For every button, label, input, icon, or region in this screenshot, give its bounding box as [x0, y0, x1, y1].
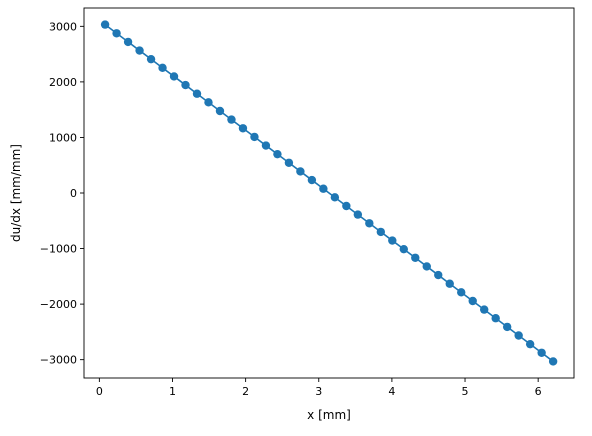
y-tick-label: −2000 [40, 298, 77, 311]
data-point [411, 253, 420, 262]
y-tick-label: −1000 [40, 243, 77, 256]
y-tick-label: −3000 [40, 354, 77, 367]
data-point [296, 167, 305, 176]
data-point [399, 244, 408, 254]
y-tick-label: 0 [70, 187, 77, 200]
data-point [284, 158, 294, 167]
x-tick-label: 5 [462, 385, 469, 398]
y-axis-ticks: −3000 −2000 −1000 0 1000 2000 3000 [40, 20, 84, 367]
data-point [491, 314, 500, 323]
x-axis-label: x [mm] [307, 408, 351, 422]
data-point [388, 236, 397, 245]
series-line [104, 23, 554, 363]
data-point [376, 227, 386, 237]
data-point [480, 305, 489, 314]
data-point [319, 184, 328, 193]
data-point [434, 270, 443, 280]
x-tick-label: 2 [242, 385, 249, 398]
data-point [100, 20, 110, 29]
data-point [238, 124, 248, 133]
data-point [514, 331, 523, 340]
y-tick-label: 3000 [49, 20, 77, 33]
x-tick-label: 3 [315, 385, 322, 398]
data-point [365, 219, 374, 228]
data-point [146, 54, 156, 64]
data-point [192, 89, 202, 98]
data-point [204, 98, 213, 107]
data-point [181, 80, 190, 90]
data-point [502, 322, 512, 332]
data-point [215, 106, 225, 116]
data-point [273, 149, 282, 159]
data-point [457, 288, 466, 297]
data-point [422, 262, 431, 271]
data-point [112, 29, 121, 38]
data-point [353, 210, 363, 219]
x-tick-label: 0 [96, 385, 103, 398]
x-axis-ticks: 0 1 2 3 4 5 6 [96, 378, 542, 398]
data-point [169, 72, 179, 81]
data-point [342, 201, 351, 211]
data-point [548, 357, 558, 366]
y-tick-label: 1000 [49, 131, 77, 144]
data-point [307, 175, 317, 185]
data-point [330, 193, 340, 202]
data-point [537, 348, 546, 357]
data-point [468, 296, 477, 306]
series-layer [100, 20, 558, 366]
data-point [525, 339, 535, 349]
x-tick-label: 4 [388, 385, 395, 398]
data-point [158, 63, 167, 73]
data-point [123, 37, 133, 47]
y-axis-label: du/dx [mm/mm] [9, 144, 23, 242]
data-point [227, 115, 236, 124]
data-point [261, 141, 271, 150]
x-tick-label: 1 [169, 385, 176, 398]
data-point [445, 279, 454, 288]
data-point [135, 46, 144, 55]
x-tick-label: 6 [535, 385, 542, 398]
y-tick-label: 2000 [49, 76, 77, 89]
data-point [250, 132, 259, 142]
